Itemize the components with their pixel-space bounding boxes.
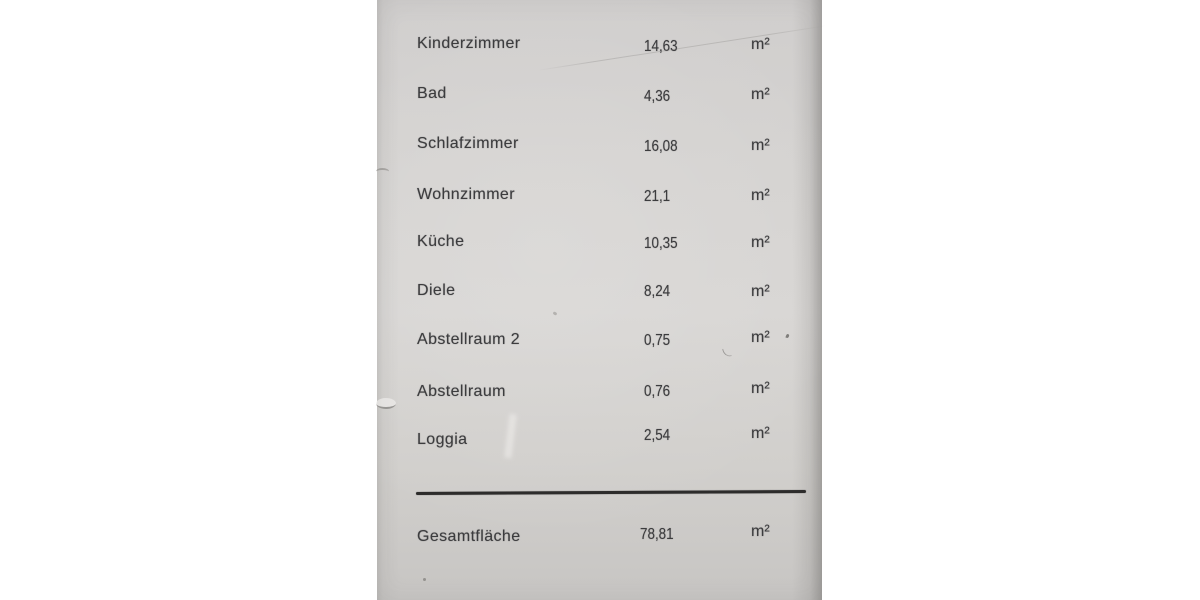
paper-blemish-dot: [552, 311, 558, 316]
room-unit: m²: [751, 283, 770, 300]
room-row: Küche 10,35 m²: [377, 232, 822, 252]
room-value: 10,35: [644, 235, 678, 252]
room-row: Abstellraum 2 0,75 m²: [377, 329, 822, 350]
room-row: Loggia 2,54 m²: [377, 425, 822, 450]
room-unit: m²: [751, 329, 770, 346]
room-row: Abstellraum 0,76 m²: [377, 380, 822, 402]
room-value: 8,24: [644, 283, 671, 300]
room-value: 0,75: [644, 332, 671, 349]
room-row: Schlafzimmer 16,08 m²: [377, 134, 822, 155]
room-unit: m²: [751, 137, 770, 154]
room-label: Küche: [417, 233, 465, 250]
room-label: Abstellraum 2: [417, 331, 521, 348]
room-value: 4,36: [644, 88, 671, 105]
room-unit: m²: [751, 425, 770, 442]
room-unit: m²: [751, 380, 770, 397]
paper-edge-mark: [376, 168, 389, 175]
room-label: Wohnzimmer: [417, 186, 515, 203]
room-label: Abstellraum: [417, 383, 506, 400]
room-row: Diele 8,24 m²: [377, 281, 822, 301]
room-label: Kinderzimmer: [417, 35, 521, 52]
total-divider-line: [415, 489, 807, 496]
paper-blemish-dot: [722, 347, 732, 358]
room-value: 16,08: [644, 138, 678, 155]
room-label: Bad: [417, 85, 447, 102]
total-value: 78,81: [640, 526, 674, 543]
paper-edge-mark: [376, 398, 396, 409]
document-paper: Kinderzimmer 14,63 m² Bad 4,36 m² Schlaf…: [376, 0, 826, 600]
room-unit: m²: [751, 187, 770, 204]
room-unit: m²: [751, 234, 770, 251]
total-unit: m²: [751, 523, 770, 540]
room-label: Loggia: [417, 431, 468, 448]
room-label: Schlafzimmer: [417, 135, 519, 152]
total-row: Gesamtfläche 78,81 m²: [377, 523, 822, 547]
room-row: Kinderzimmer 14,63 m²: [377, 34, 822, 55]
room-unit: m²: [751, 36, 770, 53]
room-row: Bad 4,36 m²: [377, 84, 822, 105]
room-value: 0,76: [644, 383, 671, 400]
room-value: 21,1: [644, 188, 671, 205]
paper-blemish-dot: [423, 578, 426, 581]
room-value: 14,63: [644, 38, 678, 55]
room-unit: m²: [751, 86, 770, 103]
room-label: Diele: [417, 282, 456, 299]
room-value: 2,54: [644, 427, 671, 444]
total-label: Gesamtfläche: [417, 528, 521, 545]
room-row: Wohnzimmer 21,1 m²: [377, 185, 822, 205]
